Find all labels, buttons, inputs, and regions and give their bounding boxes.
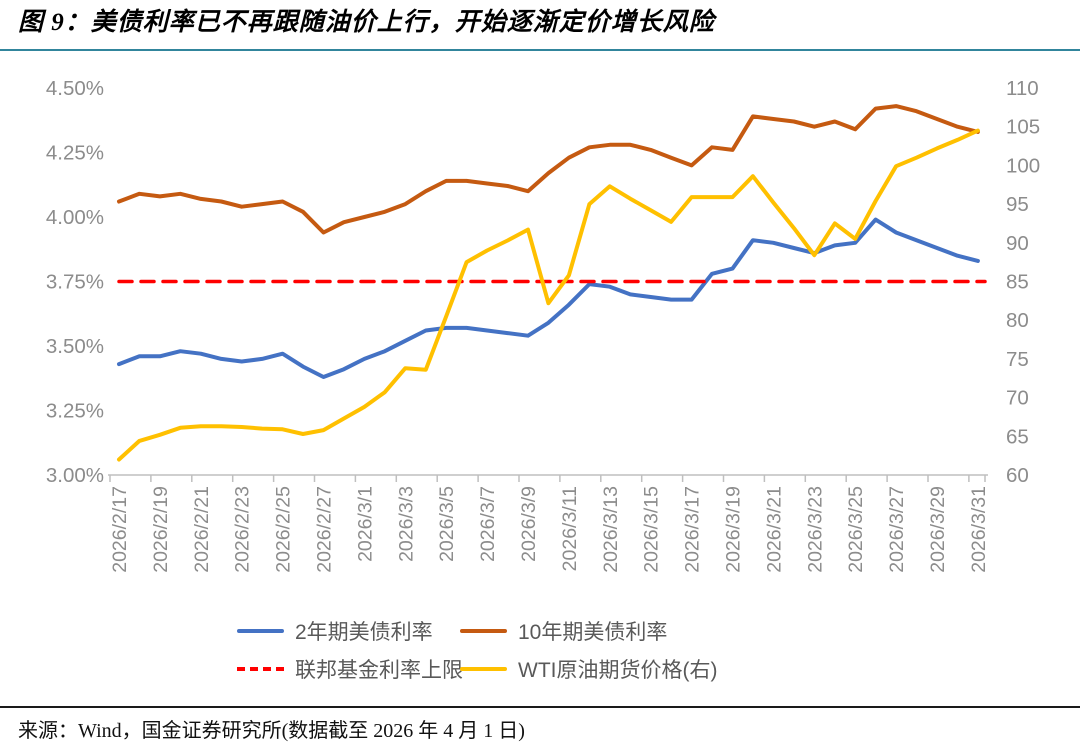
svg-text:2026/2/25: 2026/2/25 [273,486,295,573]
svg-text:100: 100 [1006,154,1040,177]
legend-label-fed_ceiling: 联邦基金利率上限 [295,659,463,682]
svg-text:4.00%: 4.00% [46,206,104,229]
svg-text:2026/3/25: 2026/3/25 [845,486,867,573]
left-axis-labels: 4.50% 4.25% 4.00% 3.75% 3.50% 3.25% 3.00% [46,77,104,487]
svg-text:2026/3/15: 2026/3/15 [641,486,663,573]
svg-text:65: 65 [1006,425,1029,448]
svg-text:4.50%: 4.50% [46,77,104,100]
svg-text:110: 110 [1006,77,1039,100]
svg-text:2026/3/23: 2026/3/23 [804,486,826,573]
svg-text:75: 75 [1006,348,1029,371]
legend-marker-wti [460,667,507,671]
svg-text:2026/2/19: 2026/2/19 [150,486,172,573]
series-line-wti [117,128,980,462]
svg-text:2026/3/7: 2026/3/7 [477,486,499,562]
legend-marker-us10y [460,629,507,633]
svg-text:2026/3/21: 2026/3/21 [763,486,785,573]
legend-item-us2y: 2年期美债利率 [237,616,460,646]
svg-text:3.00%: 3.00% [46,464,104,487]
x-axis [108,474,988,482]
source-note: 来源：Wind，国金证券研究所(数据截至 2026 年 4 月 1 日) [18,720,525,742]
svg-text:85: 85 [1006,271,1029,294]
svg-text:2026/3/13: 2026/3/13 [600,486,622,573]
svg-text:3.25%: 3.25% [46,400,104,423]
svg-text:2026/3/17: 2026/3/17 [682,486,704,573]
svg-text:2026/3/11: 2026/3/11 [559,486,581,571]
svg-text:2026/2/23: 2026/2/23 [232,486,254,573]
legend-marker-fed_ceiling [237,667,284,671]
svg-text:105: 105 [1006,116,1040,139]
svg-text:2026/3/29: 2026/3/29 [927,486,949,573]
svg-text:2026/3/5: 2026/3/5 [436,486,458,562]
svg-text:90: 90 [1006,232,1029,255]
figure-title: 图 9：美债利率已不再跟随油价上行，开始逐渐定价增长风险 [18,9,715,36]
svg-text:70: 70 [1006,387,1029,410]
svg-text:2026/3/19: 2026/3/19 [723,486,745,573]
svg-text:2026/3/3: 2026/3/3 [395,486,417,562]
legend-label-wti: WTI原油期货价格(右) [518,659,718,682]
legend-label-us2y: 2年期美债利率 [295,621,433,644]
legend-marker-us2y [237,629,284,633]
series-line-us10y [117,104,980,235]
footer-divider [0,706,1080,708]
title-divider [0,49,1080,51]
svg-text:2026/2/27: 2026/2/27 [314,486,336,573]
svg-text:4.25%: 4.25% [46,142,104,165]
legend-item-wti: WTI原油期货价格(右) [460,654,790,684]
legend-label-us10y: 10年期美债利率 [518,621,668,644]
svg-text:60: 60 [1006,464,1029,487]
svg-text:95: 95 [1006,193,1029,216]
x-axis-labels: 2026/2/17 2026/2/19 2026/2/21 2026/2/23 2026… [109,486,990,573]
chart-legend: 2年期美债利率 10年期美债利率联邦基金利率上限 WTI原油期货价格(右) [237,612,790,688]
svg-text:80: 80 [1006,309,1029,332]
legend-item-us10y: 10年期美债利率 [460,616,790,646]
svg-text:2026/3/1: 2026/3/1 [354,486,376,562]
svg-text:2026/3/31: 2026/3/31 [968,486,990,573]
svg-text:3.50%: 3.50% [46,335,104,358]
svg-text:2026/2/17: 2026/2/17 [109,486,131,573]
svg-text:3.75%: 3.75% [46,271,104,294]
svg-text:2026/3/27: 2026/3/27 [886,486,908,573]
svg-text:2026/3/9: 2026/3/9 [518,486,540,562]
legend-item-fed_ceiling: 联邦基金利率上限 [237,654,463,684]
svg-text:2026/2/21: 2026/2/21 [191,486,213,573]
right-axis-labels: 110 105 100 95 90 85 80 75 70 65 60 [1006,77,1040,487]
series-line-us2y [117,217,980,379]
